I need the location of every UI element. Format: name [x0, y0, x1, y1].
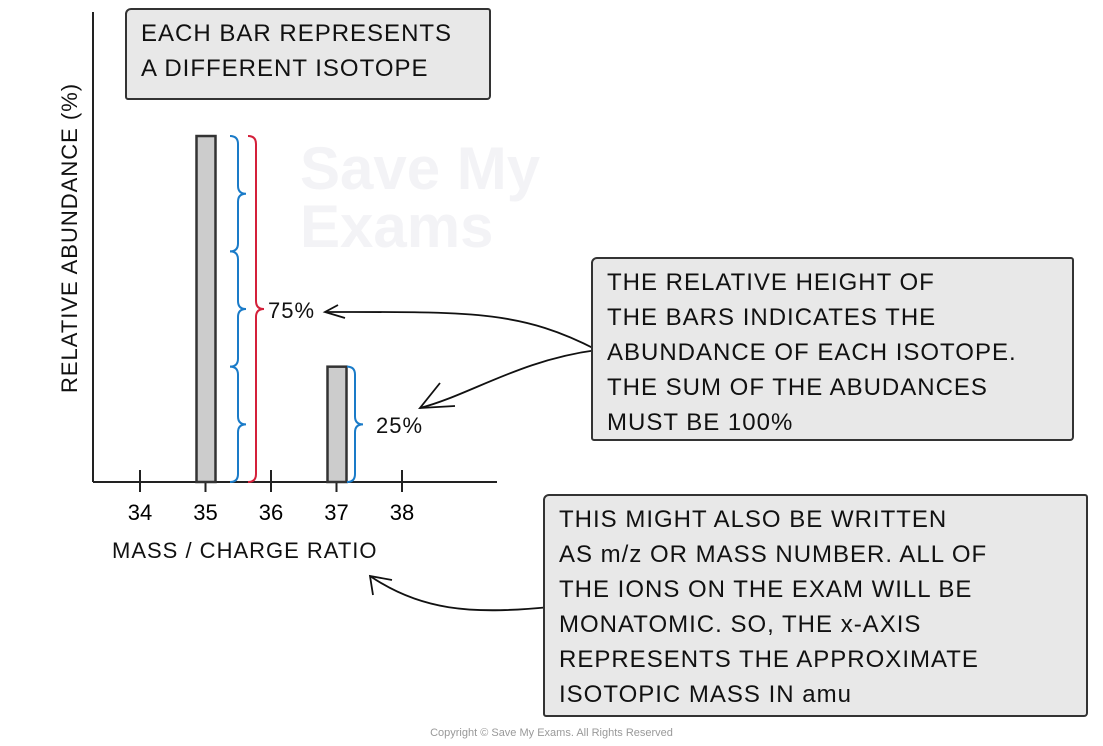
watermark-line1: Save My [300, 135, 541, 202]
arrowhead-icon [322, 304, 346, 319]
label-25-percent: 25% [376, 413, 424, 438]
bar-35 [195, 134, 217, 484]
callout-isotope-bars: EACH BAR REPRESENTS A DIFFERENT ISOTOPE [125, 8, 491, 100]
x-axis-label: MASS / CHARGE RATIO [112, 538, 378, 563]
callout-relative-height: THE RELATIVE HEIGHT OF THE BARS INDICATE… [591, 257, 1074, 441]
arrowhead-icon [418, 382, 456, 410]
x-tick-label: 38 [390, 500, 414, 525]
y-axis-label: RELATIVE ABUNDANCE (%) [57, 82, 82, 393]
arrow-to-75 [324, 311, 598, 351]
copyright: Copyright © Save My Exams. All Rights Re… [430, 727, 673, 739]
brace-75-total [247, 135, 265, 483]
label-75-percent: 75% [268, 298, 316, 323]
watermark-line2: Exams [300, 193, 494, 260]
watermark: Save My Exams [300, 135, 541, 260]
arrow-to-x-axis-label [369, 575, 551, 612]
x-tick-label: 37 [324, 500, 348, 525]
brace-25-segment [229, 135, 247, 253]
brace-25-segment [229, 365, 247, 483]
x-tick-label: 36 [259, 500, 283, 525]
brace-25-segment [229, 250, 247, 368]
bar-37 [326, 365, 348, 484]
arrow-to-25 [419, 349, 598, 409]
x-tick-label: 34 [128, 500, 152, 525]
arrowhead-icon [368, 574, 393, 596]
brace-25 [346, 365, 364, 483]
callout-mz: THIS MIGHT ALSO BE WRITTEN AS m/z OR MAS… [543, 494, 1088, 717]
x-tick-label: 35 [193, 500, 217, 525]
